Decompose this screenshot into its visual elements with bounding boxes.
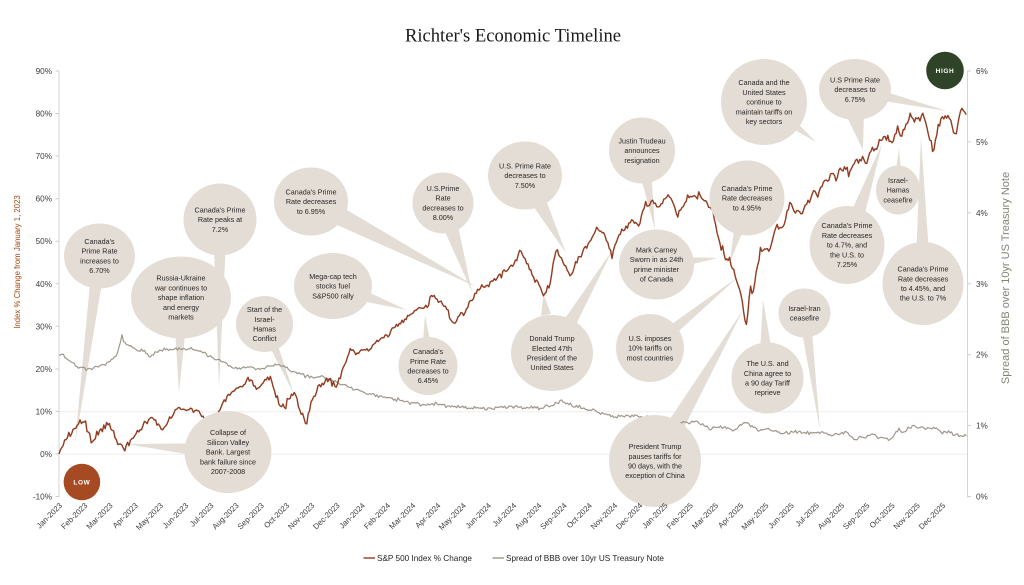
svg-text:4%: 4% xyxy=(976,209,988,218)
svg-text:-10%: -10% xyxy=(33,493,52,502)
svg-text:0%: 0% xyxy=(40,450,52,459)
svg-text:Index % Change from January 1,: Index % Change from January 1, 2023 xyxy=(13,195,22,329)
svg-text:HIGH: HIGH xyxy=(936,68,955,75)
svg-text:80%: 80% xyxy=(36,110,52,119)
svg-text:10%: 10% xyxy=(36,407,52,416)
svg-text:Spread of BBB over 10yr US Tre: Spread of BBB over 10yr US Treasury Note xyxy=(1000,172,1012,384)
svg-text:5%: 5% xyxy=(976,138,988,147)
svg-text:1%: 1% xyxy=(976,422,988,431)
svg-text:40%: 40% xyxy=(36,280,52,289)
svg-text:S&P 500 Index % Change: S&P 500 Index % Change xyxy=(377,554,472,563)
svg-text:30%: 30% xyxy=(36,322,52,331)
svg-text:Richter's Economic Timeline: Richter's Economic Timeline xyxy=(405,26,621,47)
svg-text:6%: 6% xyxy=(976,67,988,76)
svg-text:0%: 0% xyxy=(976,493,988,502)
svg-text:LOW: LOW xyxy=(73,480,90,487)
svg-text:2%: 2% xyxy=(976,351,988,360)
svg-text:70%: 70% xyxy=(36,152,52,161)
svg-text:Spread of BBB over 10yr US Tre: Spread of BBB over 10yr US Treasury Note xyxy=(506,554,664,563)
svg-text:20%: 20% xyxy=(36,365,52,374)
svg-text:60%: 60% xyxy=(36,195,52,204)
svg-text:3%: 3% xyxy=(976,280,988,289)
svg-text:50%: 50% xyxy=(36,237,52,246)
svg-text:90%: 90% xyxy=(36,67,52,76)
